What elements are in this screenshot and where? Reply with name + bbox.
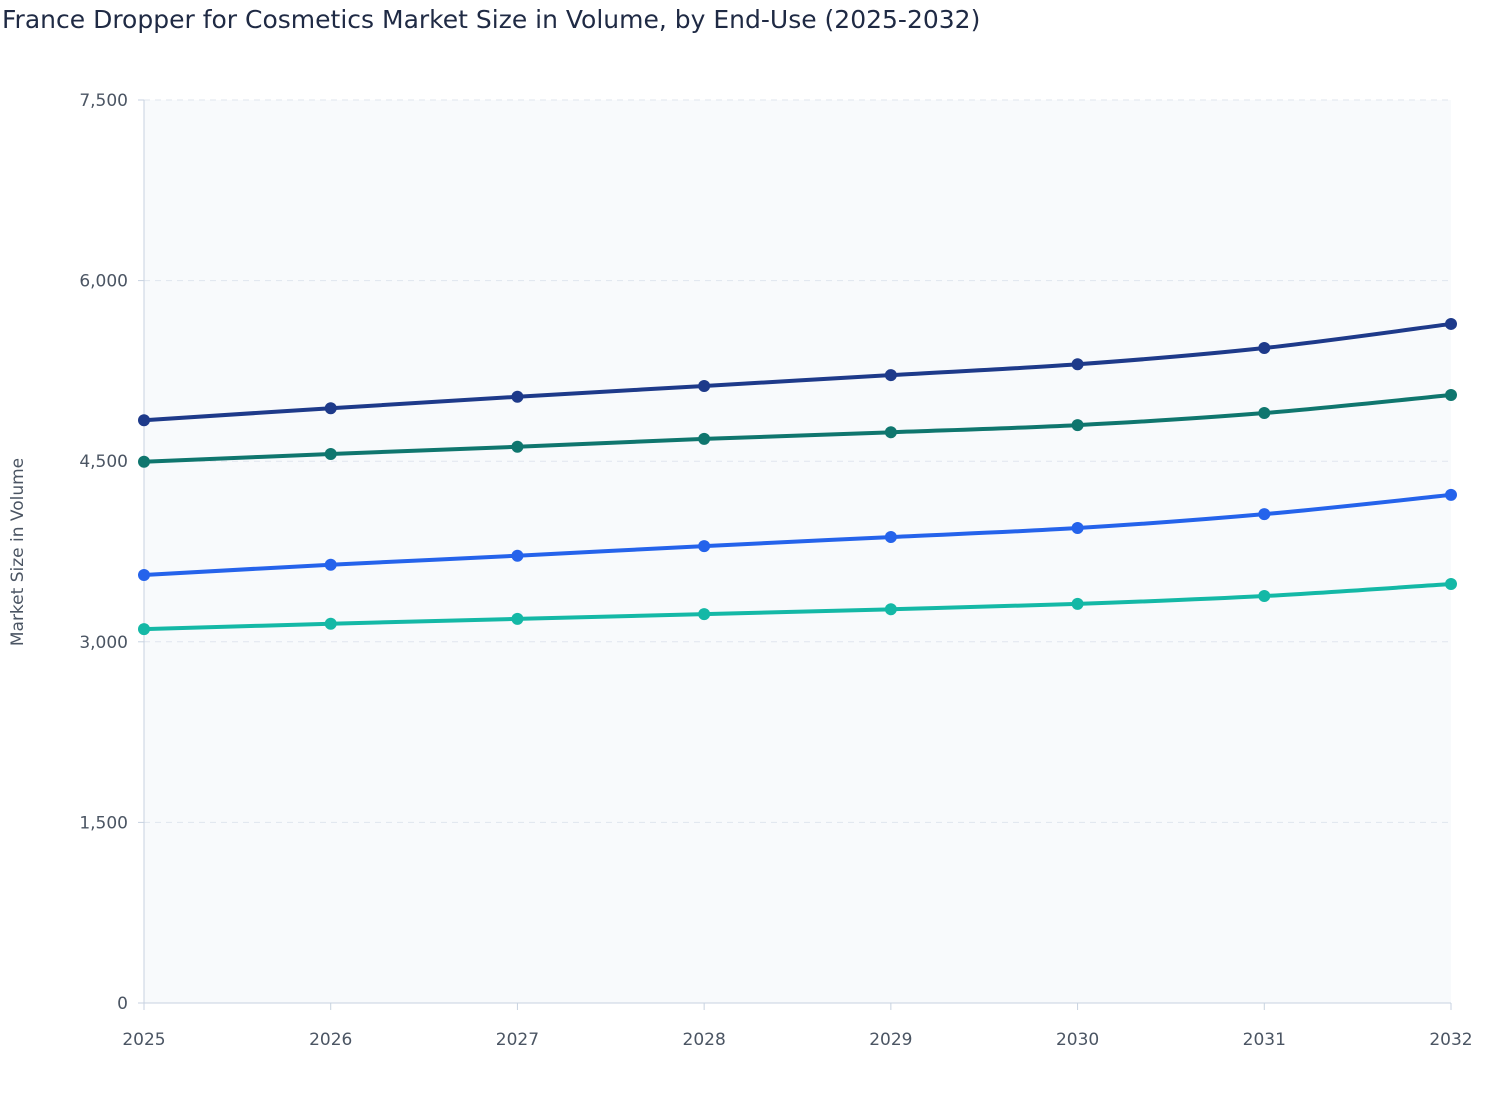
point [324,617,337,630]
point [324,447,337,460]
point [138,623,150,636]
y-axis-title: Market Size in Volume [8,458,28,646]
point [1258,508,1271,521]
y-tick-label: 0 [117,994,128,1014]
x-tick-label: 2026 [309,1030,352,1050]
point [1445,488,1457,501]
point [884,426,897,439]
series-line [143,321,1452,423]
point [1445,388,1457,401]
x-tick-label: 2031 [1243,1030,1286,1050]
point [138,455,150,468]
x-tick-label: 2029 [869,1030,912,1050]
x-tick-label: 2028 [683,1030,726,1050]
point [1445,578,1457,591]
x-tick-label: 2025 [122,1030,165,1050]
point [511,440,524,453]
point [1071,597,1084,610]
chart-title: France Dropper for Cosmetics Market Size… [2,5,980,34]
y-tick-label: 7,500 [79,91,128,111]
point [884,369,897,382]
plot-area [144,100,1451,1003]
point [511,612,524,625]
point [1071,419,1084,432]
x-tick-label: 2030 [1056,1030,1099,1050]
point [324,558,337,571]
y-tick-label: 3,000 [79,633,128,653]
series-line [143,492,1452,577]
point [698,432,711,445]
point [1445,317,1457,330]
point [884,603,897,616]
y-tick-label: 4,500 [79,452,128,472]
x-tick-label: 2032 [1429,1030,1472,1050]
point [1258,407,1271,420]
point [138,568,150,581]
point [1258,590,1271,603]
series-line [143,582,1452,632]
x-tick-label: 2027 [496,1030,539,1050]
point [324,402,337,415]
point [698,540,711,553]
point [1258,342,1271,355]
point [511,549,524,562]
series-line [143,392,1452,464]
point [1071,358,1084,371]
point [698,608,711,621]
y-tick-label: 6,000 [79,272,128,292]
point [884,531,897,544]
point [138,414,150,427]
point [511,390,524,403]
point [1071,522,1084,535]
point [698,379,711,392]
y-tick-label: 1,500 [79,813,128,833]
